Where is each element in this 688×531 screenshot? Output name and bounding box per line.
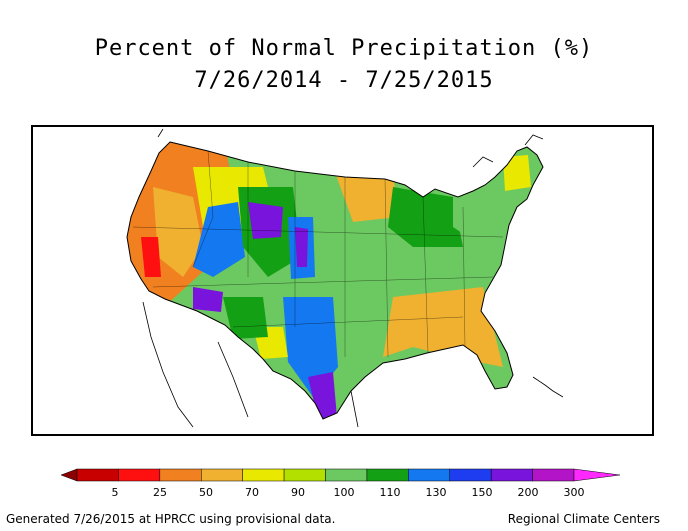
map-title: Percent of Normal Precipitation (%) — [94, 36, 594, 61]
canada-mexico-coastlines — [142, 128, 564, 428]
legend-tick: 130 — [425, 486, 447, 499]
legend-swatch — [159, 468, 202, 482]
legend-tick: 90 — [291, 486, 305, 499]
legend-arrow-high — [573, 468, 621, 482]
generated-note: Generated 7/26/2015 at HPRCC using provi… — [6, 512, 336, 526]
legend-tick: 300 — [563, 486, 585, 499]
legend-swatch — [325, 468, 368, 482]
legend-swatch — [283, 468, 326, 482]
legend-swatch — [449, 468, 492, 482]
legend-tick: 5 — [111, 486, 119, 499]
state-boundaries — [132, 150, 504, 358]
legend-tick: 70 — [245, 486, 259, 499]
legend-tick: 150 — [471, 486, 493, 499]
us-outline — [126, 141, 544, 420]
precipitation-legend: 5 25 50 70 90 100 110 130 150 200 300 — [60, 466, 630, 506]
legend-tick: 100 — [333, 486, 355, 499]
map-frame — [31, 125, 654, 436]
map-date-range: 7/26/2014 - 7/25/2015 — [194, 68, 494, 93]
legend-swatch — [408, 468, 451, 482]
legend-swatch — [532, 468, 575, 482]
legend-swatch — [201, 468, 243, 482]
legend-tick: 25 — [153, 486, 167, 499]
legend-swatch — [118, 468, 161, 482]
legend-tick: 50 — [199, 486, 213, 499]
legend-swatch — [366, 468, 409, 482]
precipitation-map — [126, 128, 564, 428]
legend-tick: 200 — [517, 486, 539, 499]
legend-swatch — [76, 468, 119, 482]
source-credit: Regional Climate Centers — [507, 512, 660, 526]
legend-colorbar — [60, 468, 621, 482]
legend-swatch — [242, 468, 285, 482]
precipitation-fill — [127, 142, 543, 419]
legend-tick: 110 — [379, 486, 401, 499]
legend-arrow-low — [60, 468, 78, 482]
legend-swatch — [490, 468, 533, 482]
